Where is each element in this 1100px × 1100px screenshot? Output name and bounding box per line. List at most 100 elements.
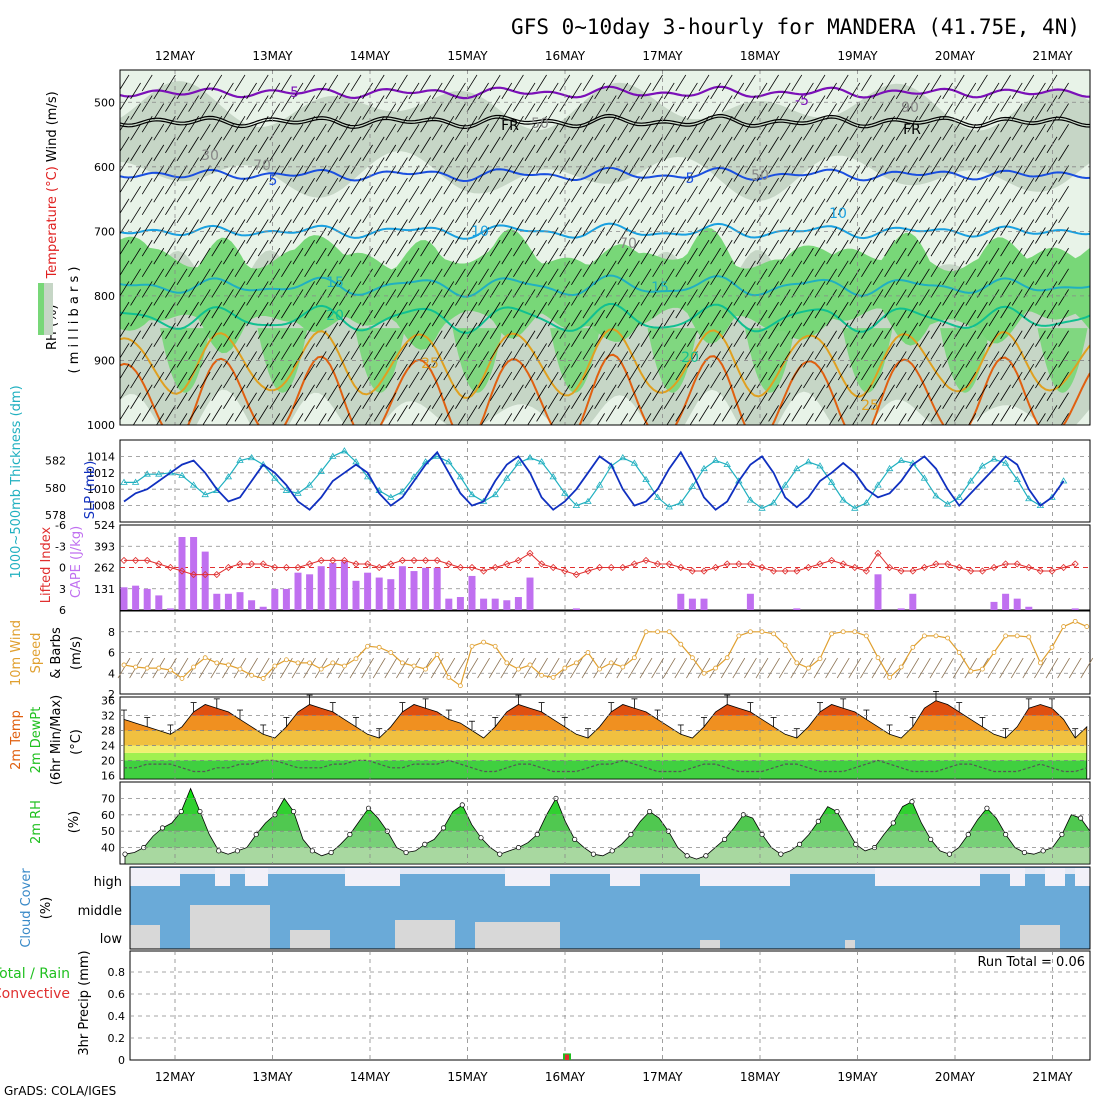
- cloud-high-top: [130, 868, 1090, 874]
- cape-bar: [271, 588, 279, 610]
- wind-barb: [895, 371, 907, 389]
- wind-barb: [733, 371, 745, 389]
- wind-barb: [768, 322, 779, 339]
- wind-barb: [327, 239, 339, 257]
- wind-barb: [942, 206, 953, 224]
- wind-grid: [120, 611, 1090, 694]
- wind-barb: [1023, 260, 1035, 278]
- wind-barb-10m: [210, 657, 224, 679]
- wind-barb: [849, 124, 861, 141]
- wind-barb: [176, 103, 188, 120]
- wind-barb: [536, 239, 547, 257]
- wind-barb: [225, 413, 234, 425]
- li-point: [932, 560, 940, 568]
- wind-barb: [536, 301, 547, 319]
- wind-barb: [130, 206, 141, 224]
- wind-barb: [269, 247, 281, 265]
- wind-barb: [756, 309, 768, 327]
- wind-barb: [397, 177, 408, 195]
- wind-barb: [385, 289, 397, 306]
- wind-barb: [141, 198, 153, 216]
- wind-barb: [176, 330, 188, 347]
- li-point: [909, 567, 917, 575]
- li-point: [491, 563, 499, 572]
- thickness-point: [1059, 477, 1068, 484]
- wind-barb: [339, 227, 350, 244]
- wind-barb: [141, 177, 153, 195]
- wind-barb: [246, 82, 257, 100]
- wind-barb: [501, 144, 513, 162]
- wind-barb: [327, 322, 339, 339]
- wind-barb: [350, 405, 362, 422]
- wind-speed-point: [945, 635, 950, 641]
- wind-barb: [733, 392, 745, 409]
- wind-speed-point: [1084, 624, 1090, 629]
- wind-barb: [605, 219, 617, 236]
- wind-barb: [640, 268, 652, 286]
- wind-barb: [779, 82, 791, 100]
- wind-barb: [536, 116, 547, 133]
- thickness-point: [920, 474, 929, 481]
- wind-barb: [907, 343, 919, 360]
- wind-barb: [397, 116, 408, 133]
- cape-bar: [166, 608, 174, 610]
- wind-barb: [1000, 177, 1011, 195]
- contour-5: [120, 166, 1090, 183]
- wind-barb: [814, 322, 826, 339]
- wind-barb: [756, 247, 768, 265]
- li-point: [155, 560, 163, 568]
- wind-barb: [849, 351, 861, 368]
- bottom-date-label: 14MAY: [350, 1070, 391, 1084]
- wind-barb: [965, 392, 977, 409]
- wind-barb: [257, 219, 269, 236]
- wind-barb-10m: [732, 657, 746, 679]
- wind-barb: [895, 103, 907, 120]
- wind-barb: [710, 268, 721, 286]
- wind-barb: [408, 144, 420, 162]
- wind-barb: [571, 227, 582, 244]
- wind-barb: [478, 227, 489, 244]
- wind-barb: [605, 363, 617, 381]
- wind-barb: [1000, 405, 1011, 422]
- wind-barb: [315, 103, 327, 120]
- wind-barb: [211, 363, 223, 381]
- wind-barb: [791, 322, 803, 339]
- wind-barb: [687, 309, 698, 327]
- wind-barb: [1046, 301, 1058, 319]
- wind-barb: [849, 144, 861, 162]
- wind-barb: [489, 239, 501, 257]
- wind-barb: [188, 260, 199, 278]
- wind-barb: [513, 116, 524, 133]
- wind-speed-point: [527, 662, 533, 668]
- wind-barb: [327, 405, 339, 422]
- wind-barb: [130, 351, 141, 368]
- upper-ytick-label: 500: [94, 96, 115, 109]
- wind-barb: [408, 289, 420, 306]
- wind-barb: [895, 289, 907, 306]
- wind-barb: [687, 82, 698, 100]
- wind-barb-10m: [581, 657, 595, 679]
- cape-bar: [480, 598, 488, 610]
- wind-barb: [281, 281, 292, 298]
- contour-label: 15: [326, 275, 344, 291]
- wind-barb: [721, 343, 733, 360]
- wind-barb: [350, 301, 362, 319]
- wind-barb: [385, 144, 397, 162]
- wind-barb: [489, 95, 501, 112]
- wind-barb: [536, 74, 547, 92]
- wind-barb: [408, 268, 420, 286]
- wind-barb: [1058, 103, 1069, 120]
- wind-barb: [199, 351, 211, 368]
- wind-barb: [571, 289, 582, 306]
- wind-barb: [246, 330, 257, 347]
- wind-barb: [663, 289, 675, 306]
- wind-barb: [153, 227, 165, 244]
- wind-barb: [513, 198, 524, 216]
- wind-speed-point: [806, 665, 811, 671]
- wind-barb: [513, 322, 524, 339]
- wind-barb: [246, 309, 257, 327]
- wind-barb: [977, 384, 988, 401]
- cape-bar: [259, 606, 267, 610]
- contour-10: [120, 222, 1090, 240]
- rh-point: [309, 848, 315, 854]
